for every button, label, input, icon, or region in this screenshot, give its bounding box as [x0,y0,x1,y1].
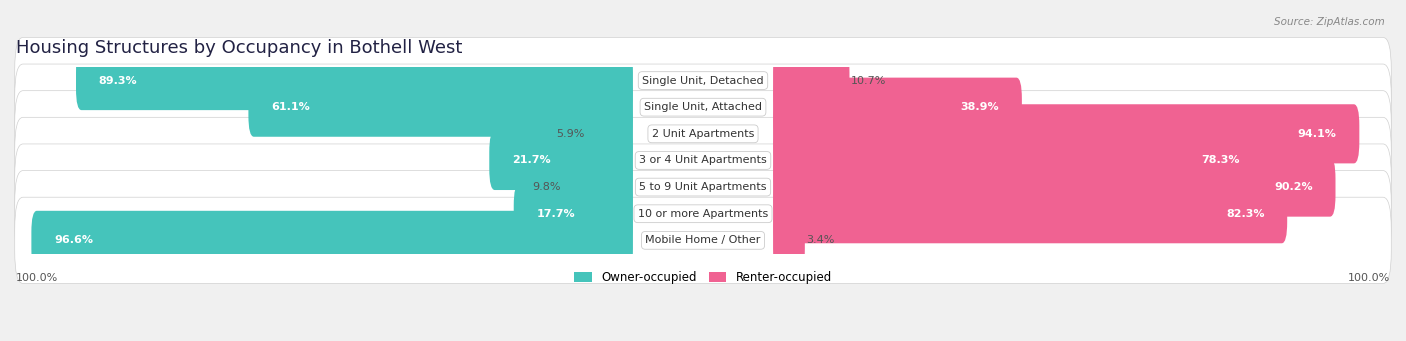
Text: 100.0%: 100.0% [1348,273,1391,283]
FancyBboxPatch shape [14,91,1392,177]
FancyBboxPatch shape [773,51,849,110]
Text: 90.2%: 90.2% [1274,182,1313,192]
Text: 100.0%: 100.0% [15,273,58,283]
FancyBboxPatch shape [773,78,1022,137]
Text: 10 or more Apartments: 10 or more Apartments [638,209,768,219]
FancyBboxPatch shape [31,211,633,270]
FancyBboxPatch shape [14,38,1392,124]
Text: 5.9%: 5.9% [557,129,585,139]
Text: 89.3%: 89.3% [98,76,138,86]
FancyBboxPatch shape [773,104,1360,163]
Text: 17.7%: 17.7% [537,209,575,219]
Text: 61.1%: 61.1% [271,102,309,112]
FancyBboxPatch shape [773,158,1336,217]
Text: Single Unit, Attached: Single Unit, Attached [644,102,762,112]
Text: 78.3%: 78.3% [1202,155,1240,165]
Legend: Owner-occupied, Renter-occupied: Owner-occupied, Renter-occupied [569,266,837,289]
Text: Housing Structures by Occupancy in Bothell West: Housing Structures by Occupancy in Bothe… [15,39,463,57]
FancyBboxPatch shape [586,104,633,163]
Text: Mobile Home / Other: Mobile Home / Other [645,235,761,246]
Text: 94.1%: 94.1% [1298,129,1337,139]
Text: 96.6%: 96.6% [53,235,93,246]
Text: 21.7%: 21.7% [512,155,551,165]
FancyBboxPatch shape [773,211,804,270]
FancyBboxPatch shape [562,158,633,217]
Text: 9.8%: 9.8% [531,182,561,192]
FancyBboxPatch shape [76,51,633,110]
FancyBboxPatch shape [14,170,1392,257]
Text: 3 or 4 Unit Apartments: 3 or 4 Unit Apartments [640,155,766,165]
Text: 2 Unit Apartments: 2 Unit Apartments [652,129,754,139]
Text: 3.4%: 3.4% [806,235,835,246]
FancyBboxPatch shape [773,131,1263,190]
Text: Single Unit, Detached: Single Unit, Detached [643,76,763,86]
FancyBboxPatch shape [773,184,1288,243]
FancyBboxPatch shape [14,64,1392,150]
FancyBboxPatch shape [489,131,633,190]
FancyBboxPatch shape [14,197,1392,283]
Text: 38.9%: 38.9% [960,102,1000,112]
FancyBboxPatch shape [14,117,1392,204]
Text: Source: ZipAtlas.com: Source: ZipAtlas.com [1274,17,1385,27]
FancyBboxPatch shape [513,184,633,243]
Text: 10.7%: 10.7% [851,76,886,86]
Text: 82.3%: 82.3% [1226,209,1264,219]
Text: 5 to 9 Unit Apartments: 5 to 9 Unit Apartments [640,182,766,192]
FancyBboxPatch shape [249,78,633,137]
FancyBboxPatch shape [14,144,1392,230]
